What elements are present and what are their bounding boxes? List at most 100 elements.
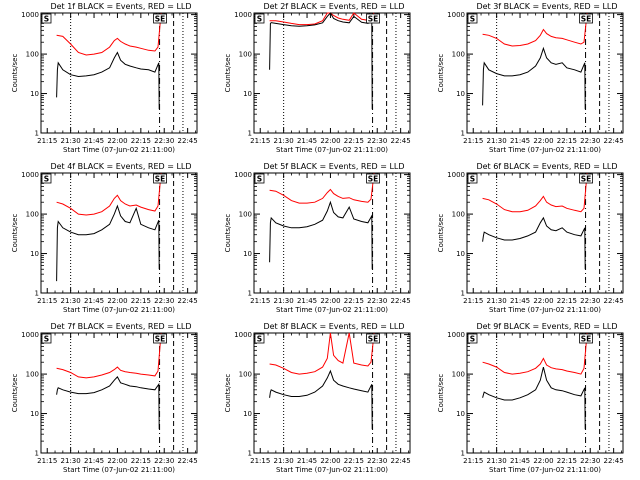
segment-end-box-frame <box>366 173 380 184</box>
y-tick-label: 10 <box>30 410 39 418</box>
y-tick-label: 1000 <box>21 11 39 19</box>
segment-start-box-label: S <box>257 335 262 344</box>
y-tick-label: 1 <box>35 130 39 138</box>
segment-start-box-frame <box>41 13 52 24</box>
events-series-line <box>56 51 160 110</box>
x-tick-label: 22:45 <box>391 137 411 145</box>
lld-series-line <box>482 12 588 47</box>
panel-title: Det 3f BLACK = Events, RED = LLD <box>476 2 617 11</box>
segment-end-box: SE <box>366 173 380 184</box>
x-tick-label: 22:00 <box>533 297 553 305</box>
panel-2: Det 2f BLACK = Events, RED = LLD 1 10 100 10… <box>224 2 411 154</box>
segment-start-box: S <box>41 173 52 184</box>
y-tick-label: 1 <box>248 130 252 138</box>
x-axis-label: Start Time (07-Jun-02 21:11:00) <box>489 146 601 154</box>
plot-frame <box>253 12 411 134</box>
panel-title: Det 9f BLACK = Events, RED = LLD <box>476 322 617 331</box>
x-tick-label: 21:30 <box>487 297 507 305</box>
y-tick-label: 1000 <box>21 171 39 179</box>
segment-start-box: S <box>254 13 265 24</box>
plot-frame <box>40 12 198 134</box>
x-tick-label: 21:30 <box>61 297 81 305</box>
x-tick-label: 22:15 <box>557 457 577 465</box>
x-axis-label: Start Time (07-Jun-02 21:11:00) <box>63 466 175 474</box>
y-axis-label: Counts/sec <box>11 54 19 93</box>
y-axis-label: Counts/sec <box>224 54 232 93</box>
lld-series-line <box>269 332 375 375</box>
plot-frame <box>253 332 411 454</box>
x-tick-label: 22:00 <box>107 137 127 145</box>
x-tick-label: 22:00 <box>107 297 127 305</box>
panel-title: Det 7f BLACK = Events, RED = LLD <box>50 322 191 331</box>
segment-end-box-label: SE <box>155 335 166 344</box>
segment-start-box-label: S <box>44 175 49 184</box>
x-tick-label: 21:30 <box>61 137 81 145</box>
plot-frame <box>40 332 198 454</box>
plot-frame <box>466 332 624 454</box>
x-tick-label: 21:45 <box>84 457 104 465</box>
x-tick-label: 22:15 <box>557 297 577 305</box>
x-tick-label: 22:30 <box>580 457 600 465</box>
y-tick-label: 1000 <box>234 171 252 179</box>
panel-title: Det 8f BLACK = Events, RED = LLD <box>263 322 404 331</box>
x-tick-label: 21:30 <box>274 297 294 305</box>
y-tick-label: 10 <box>243 250 252 258</box>
events-series-line <box>482 366 586 430</box>
x-axis-label: Start Time (07-Jun-02 21:11:00) <box>489 306 601 314</box>
x-axis-label: Start Time (07-Jun-02 21:11:00) <box>276 146 388 154</box>
segment-start-box-label: S <box>470 175 475 184</box>
x-tick-label: 22:00 <box>320 457 340 465</box>
segment-start-box-label: S <box>470 15 475 24</box>
x-tick-label: 22:45 <box>391 297 411 305</box>
x-tick-label: 21:30 <box>487 457 507 465</box>
y-tick-label: 100 <box>452 211 465 219</box>
x-tick-label: 22:45 <box>178 457 198 465</box>
x-tick-label: 22:00 <box>533 137 553 145</box>
segment-end-box-label: SE <box>155 175 166 184</box>
segment-start-box: S <box>467 13 478 24</box>
x-tick-label: 22:00 <box>107 457 127 465</box>
lld-series-line <box>269 172 375 204</box>
x-tick-label: 22:15 <box>344 137 364 145</box>
x-tick-label: 22:45 <box>604 297 624 305</box>
plot-frame <box>40 172 198 294</box>
x-tick-label: 21:15 <box>463 137 483 145</box>
segment-end-box-frame <box>366 333 380 344</box>
x-tick-label: 21:45 <box>84 137 104 145</box>
y-axis-label: Counts/sec <box>224 374 232 413</box>
y-tick-label: 1 <box>35 290 39 298</box>
segment-start-box-frame <box>254 333 265 344</box>
x-tick-label: 22:15 <box>344 457 364 465</box>
x-tick-label: 22:45 <box>604 137 624 145</box>
x-tick-label: 21:15 <box>37 297 57 305</box>
segment-start-box-frame <box>254 13 265 24</box>
y-tick-label: 1000 <box>447 171 465 179</box>
y-tick-label: 100 <box>452 371 465 379</box>
y-tick-label: 100 <box>239 211 252 219</box>
segment-start-box: S <box>41 333 52 344</box>
lld-series-line <box>56 12 162 56</box>
segment-start-box-frame <box>254 173 265 184</box>
x-tick-label: 21:45 <box>510 297 530 305</box>
y-tick-label: 100 <box>239 371 252 379</box>
y-tick-label: 1 <box>461 450 465 458</box>
panel-title: Det 4f BLACK = Events, RED = LLD <box>50 162 191 171</box>
y-axis-label: Counts/sec <box>224 214 232 253</box>
y-tick-label: 10 <box>243 90 252 98</box>
y-tick-label: 10 <box>243 410 252 418</box>
segment-start-box-frame <box>467 13 478 24</box>
segment-start-box: S <box>467 173 478 184</box>
segment-end-box: SE <box>153 173 167 184</box>
segment-start-box: S <box>467 333 478 344</box>
segment-end-box: SE <box>579 333 593 344</box>
y-tick-label: 100 <box>26 51 39 59</box>
y-tick-label: 10 <box>456 410 465 418</box>
segment-end-box-frame <box>153 333 167 344</box>
panel-8: Det 8f BLACK = Events, RED = LLD 1 10 100 10… <box>224 322 411 474</box>
x-tick-label: 22:00 <box>320 297 340 305</box>
x-axis-label: Start Time (07-Jun-02 21:11:00) <box>276 306 388 314</box>
panel-5: Det 5f BLACK = Events, RED = LLD 1 10 100 10… <box>224 162 411 314</box>
plot-frame <box>253 172 411 294</box>
segment-start-box-label: S <box>44 335 49 344</box>
segment-end-box: SE <box>366 333 380 344</box>
